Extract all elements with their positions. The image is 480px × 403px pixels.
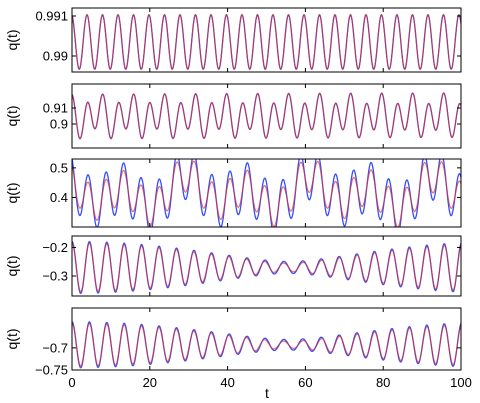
panel-3-lines	[72, 159, 461, 227]
plot-frame	[71, 83, 462, 149]
y-tick-label: −0.2	[42, 240, 68, 255]
series-blue-line	[72, 240, 461, 295]
series-blue-line	[72, 92, 461, 140]
x-tick-label: 80	[376, 375, 390, 390]
y-tick-label: 0.99	[43, 49, 68, 64]
y-tick-label: 0.4	[50, 190, 68, 205]
panel-3: 0.4 0.5 q(t)	[4, 158, 462, 228]
x-tick-label: 60	[298, 375, 312, 390]
x-tick-label: 0	[68, 375, 75, 390]
y-axis-label: q(t)	[4, 106, 20, 127]
x-tick-label: 100	[450, 375, 472, 390]
y-axis-label: q(t)	[4, 329, 20, 350]
panel-4-lines	[72, 240, 461, 295]
series-red-line	[72, 160, 461, 227]
series-blue-line	[72, 159, 461, 227]
panel-1: 0.99 0.991 q(t)	[4, 7, 462, 73]
x-tick-label: 20	[143, 375, 157, 390]
y-tick-label: 0.91	[43, 101, 68, 116]
y-axis-label: q(t)	[4, 256, 20, 277]
panel-1-lines	[72, 13, 461, 71]
plot-frame	[71, 235, 462, 297]
y-tick-label: −0.3	[42, 269, 68, 284]
y-axis-label: q(t)	[4, 30, 20, 51]
panel-2-lines	[72, 92, 461, 140]
series-blue-line	[72, 321, 461, 369]
x-tick-label: 40	[220, 375, 234, 390]
series-red-line	[72, 323, 461, 367]
panel-4: −0.3 −0.2 q(t)	[4, 235, 462, 297]
plot-frame	[71, 7, 462, 73]
y-tick-label: 0.5	[50, 160, 68, 175]
series-red-line	[72, 14, 461, 70]
panel-2: 0.90.91 q(t)	[4, 83, 462, 149]
y-tick-label: 0.991	[35, 9, 68, 24]
y-tick-label: −0.7	[42, 340, 68, 355]
series-red-line	[72, 242, 461, 293]
y-axis-label: q(t)	[4, 183, 20, 204]
y-tick-label: 0.9	[50, 117, 68, 132]
plot-frame	[71, 158, 462, 228]
plot-frame	[71, 307, 462, 371]
panel-5: 0 20 40 60 80 100 −0.75 −0.7 q(t)	[4, 307, 472, 390]
y-tick-label: −0.75	[35, 363, 68, 378]
series-red-line	[72, 92, 461, 140]
panel-5-lines	[72, 321, 461, 369]
x-axis-label: t	[265, 385, 269, 401]
